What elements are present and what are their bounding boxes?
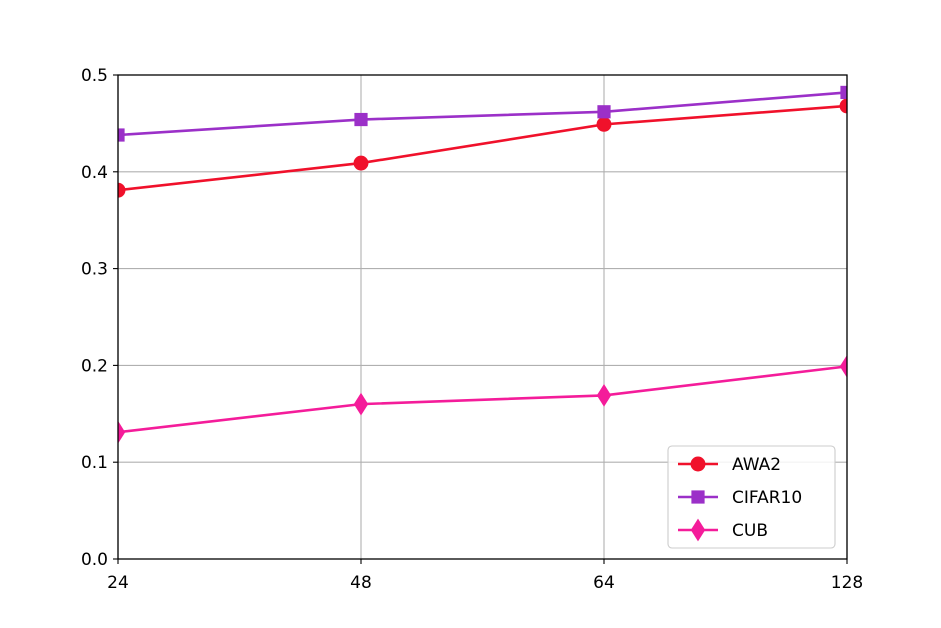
data-point	[354, 112, 368, 127]
series-line	[118, 104, 847, 192]
y-tick-label: 0.0	[81, 550, 108, 570]
y-tick-label: 0.2	[81, 356, 108, 376]
data-point	[597, 105, 611, 119]
series-awa2	[118, 98, 847, 198]
data-point	[839, 98, 847, 114]
data-point	[353, 392, 369, 416]
data-point	[118, 128, 125, 142]
data-point	[118, 182, 126, 198]
legend-label: AWA2	[732, 455, 781, 475]
x-tick-label: 64	[593, 573, 615, 593]
series-cub	[118, 354, 847, 444]
legend: AWA2 CIFAR10 CUB	[667, 445, 836, 549]
y-tick-label: 0.1	[81, 453, 108, 473]
axes: 0.0 0.1 0.2 0.3 0.4 0.5 24 48 64 128	[81, 66, 863, 593]
series-layer	[118, 85, 847, 444]
y-tick-label: 0.4	[81, 163, 108, 183]
data-point	[691, 490, 705, 504]
data-point	[840, 85, 847, 100]
data-point	[118, 420, 126, 444]
legend-label: CUB	[732, 521, 768, 541]
x-tick-label: 128	[831, 573, 863, 593]
legend-label: CIFAR10	[732, 488, 802, 508]
y-tick-label: 0.3	[81, 260, 108, 280]
legend-entry: CUB	[678, 518, 768, 542]
data-point	[596, 384, 612, 407]
data-point	[596, 116, 612, 132]
series-line	[118, 91, 847, 137]
data-point	[839, 354, 847, 378]
y-tick-label: 0.5	[81, 66, 108, 86]
series-line	[118, 365, 847, 434]
data-point	[690, 518, 706, 542]
legend-box	[667, 445, 836, 549]
x-tick-label: 24	[107, 573, 129, 593]
data-point	[353, 155, 369, 171]
legend-entry: AWA2	[678, 455, 781, 475]
legend-entry: CIFAR10	[678, 488, 802, 508]
series-cifar10	[118, 85, 847, 142]
data-point	[690, 456, 706, 472]
x-tick-label: 48	[350, 573, 372, 593]
plot-frame	[117, 74, 848, 560]
